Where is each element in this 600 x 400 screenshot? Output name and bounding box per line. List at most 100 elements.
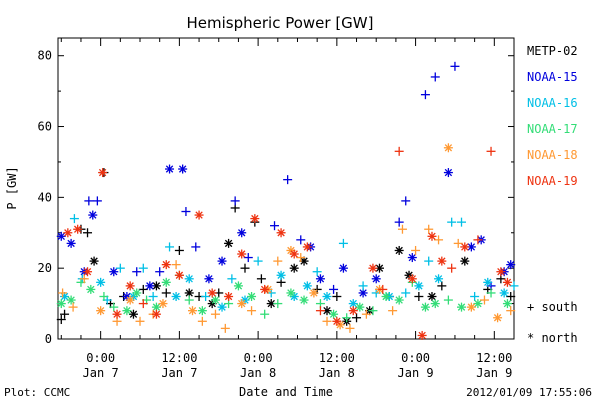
north-point (161, 277, 171, 287)
south-point (227, 274, 237, 284)
north-point (276, 270, 286, 280)
south-point (332, 292, 342, 302)
south-point (394, 217, 404, 227)
north-point (417, 330, 427, 340)
south-point (457, 217, 467, 227)
south-point (220, 323, 230, 333)
north-point (443, 168, 453, 178)
north-point (98, 168, 108, 178)
south-point (135, 316, 145, 326)
south-point (79, 274, 89, 284)
x-tick-time: 0:00 (244, 351, 273, 365)
north-point (394, 295, 404, 305)
north-point (502, 277, 512, 287)
south-point (132, 267, 142, 277)
south-point (329, 284, 339, 294)
north-point (394, 245, 404, 255)
x-tick-time: 0:00 (401, 351, 430, 365)
north-point (210, 295, 220, 305)
footer-plot-by: Plot: CCMC (4, 386, 70, 399)
north-point (96, 277, 106, 287)
south-point (270, 221, 280, 231)
north-point (56, 299, 66, 309)
north-point (407, 253, 417, 263)
north-point (499, 288, 509, 298)
y-tick-label: 60 (38, 120, 52, 134)
north-point (407, 274, 417, 284)
north-point (289, 263, 299, 273)
north-point (493, 313, 503, 323)
south-point (361, 309, 371, 319)
legend-south-marker: + south (527, 300, 578, 314)
south-point (420, 90, 430, 100)
north-point (151, 309, 161, 319)
north-point (237, 228, 247, 238)
north-point (73, 224, 83, 234)
north-point (247, 292, 257, 302)
legend-entry-noaa-19: NOAA-19 (527, 174, 578, 188)
south-point (58, 288, 68, 298)
south-point (161, 288, 171, 298)
south-point (397, 224, 407, 234)
south-point (473, 235, 483, 245)
series-noaa-19 (63, 146, 512, 340)
south-point (181, 207, 191, 217)
south-point (184, 295, 194, 305)
south-point (84, 196, 94, 206)
north-point (381, 292, 391, 302)
south-point (174, 245, 184, 255)
north-point (128, 309, 138, 319)
north-point (197, 306, 207, 316)
north-point (250, 214, 260, 224)
north-point (276, 228, 286, 238)
south-point (283, 175, 293, 185)
south-point (345, 323, 355, 333)
north-point (109, 267, 119, 277)
south-point (394, 146, 404, 156)
south-point (92, 196, 102, 206)
north-point (348, 299, 358, 309)
north-point (207, 288, 217, 298)
south-point (338, 238, 348, 248)
north-point (151, 281, 161, 291)
north-point (371, 274, 381, 284)
legend-north-marker: * north (527, 331, 578, 345)
x-axis-label: Date and Time (239, 385, 333, 399)
south-point (453, 238, 463, 248)
north-point (66, 238, 76, 248)
north-point (88, 210, 98, 220)
x-tick-date: Jan 8 (240, 366, 276, 380)
north-point (89, 256, 99, 266)
south-point (358, 281, 368, 291)
y-tick-label: 20 (38, 261, 52, 275)
north-point (496, 267, 506, 277)
north-point (125, 281, 135, 291)
north-point (315, 274, 325, 284)
north-point (443, 143, 453, 153)
north-point (302, 242, 312, 252)
south-point (201, 292, 211, 302)
north-point (83, 267, 93, 277)
south-point (424, 256, 434, 266)
north-point (224, 238, 234, 248)
x-tick-time: 0:00 (86, 351, 115, 365)
south-point (447, 263, 457, 273)
y-axis-label: P [GW] (5, 166, 19, 209)
north-point (158, 299, 168, 309)
footer-timestamp: 2012/01/09 17:55:06 (466, 386, 592, 399)
south-point (273, 299, 283, 309)
south-point (171, 260, 181, 270)
south-point (315, 306, 325, 316)
south-point (191, 242, 201, 252)
north-point (437, 256, 447, 266)
north-point (427, 292, 437, 302)
legend-entry-metp-02: METP-02 (527, 44, 578, 58)
north-point (194, 210, 204, 220)
x-tick-date: Jan 7 (83, 366, 119, 380)
south-point (109, 302, 119, 312)
north-point (174, 270, 184, 280)
legend-entry-noaa-18: NOAA-18 (527, 148, 578, 162)
north-point (506, 260, 516, 270)
south-point (115, 263, 125, 273)
